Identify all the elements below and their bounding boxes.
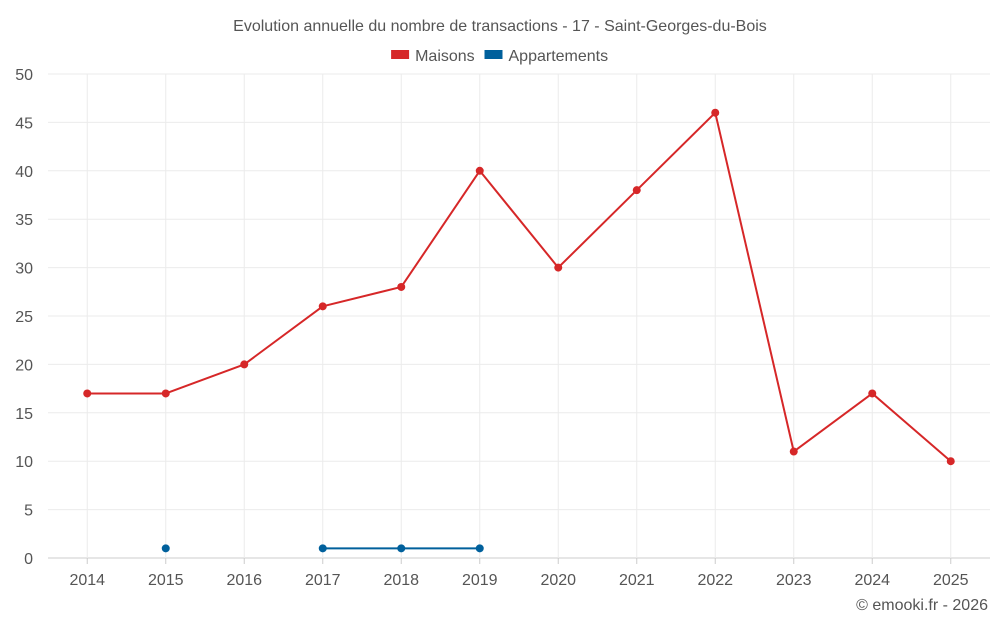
y-tick-label: 50 xyxy=(15,67,33,84)
x-tick-label: 2024 xyxy=(854,572,890,589)
x-tick-label: 2023 xyxy=(776,572,812,589)
credit-text: © emooki.fr - 2026 xyxy=(856,597,988,614)
data-point-maisons xyxy=(475,166,484,175)
data-point-maisons xyxy=(240,360,249,369)
y-tick-label: 30 xyxy=(15,261,33,278)
data-point-appartements xyxy=(318,544,327,553)
x-tick-label: 2018 xyxy=(383,572,419,589)
series-line-maisons xyxy=(87,111,952,462)
x-tick-label: 2022 xyxy=(697,572,733,589)
data-point-appartements xyxy=(161,544,170,553)
data-point-maisons xyxy=(397,282,406,291)
data-point-maisons xyxy=(868,389,877,398)
y-tick-label: 15 xyxy=(15,406,33,423)
x-tick-label: 2015 xyxy=(148,572,184,589)
grid xyxy=(48,73,990,559)
data-point-maisons xyxy=(946,457,955,466)
data-point-maisons xyxy=(318,302,327,311)
data-point-maisons xyxy=(711,108,720,117)
y-tick-label: 10 xyxy=(15,454,33,471)
x-tick-label: 2014 xyxy=(69,572,105,589)
legend-label-maisons: Maisons xyxy=(415,48,475,65)
legend-label-appartements: Appartements xyxy=(509,48,609,65)
legend: Maisons Appartements xyxy=(391,48,608,65)
legend-item-maisons: Maisons xyxy=(391,48,475,65)
series-layer xyxy=(83,108,955,553)
data-point-maisons xyxy=(789,447,798,456)
data-point-maisons xyxy=(554,263,563,272)
y-tick-label: 45 xyxy=(15,115,33,132)
x-tick-label: 2017 xyxy=(305,572,341,589)
y-tick-label: 0 xyxy=(24,551,33,568)
data-point-appartements xyxy=(397,544,406,553)
y-tick-label: 5 xyxy=(24,503,33,520)
data-point-maisons xyxy=(632,186,641,195)
x-tick-label: 2019 xyxy=(462,572,498,589)
x-axis: 2014 2015 2016 2017 2018 2019 2020 2021 2022 2023… xyxy=(69,558,969,589)
chart-title: Evolution annuelle du nombre de transact… xyxy=(233,18,767,35)
y-tick-label: 35 xyxy=(15,212,33,229)
x-tick-label: 2021 xyxy=(619,572,655,589)
y-tick-label: 20 xyxy=(15,357,33,374)
data-point-maisons xyxy=(161,389,170,398)
legend-swatch-appartements xyxy=(484,50,503,59)
legend-swatch-maisons xyxy=(391,50,410,59)
y-axis: 0 5 10 15 20 25 30 35 40 45 50 xyxy=(15,67,33,568)
y-tick-label: 40 xyxy=(15,164,33,181)
x-tick-label: 2020 xyxy=(540,572,576,589)
y-tick-label: 25 xyxy=(15,309,33,326)
legend-item-appartements: Appartements xyxy=(484,48,609,65)
data-point-maisons xyxy=(83,389,92,398)
data-point-appartements xyxy=(475,544,484,553)
x-tick-label: 2016 xyxy=(226,572,262,589)
x-tick-label: 2025 xyxy=(933,572,969,589)
